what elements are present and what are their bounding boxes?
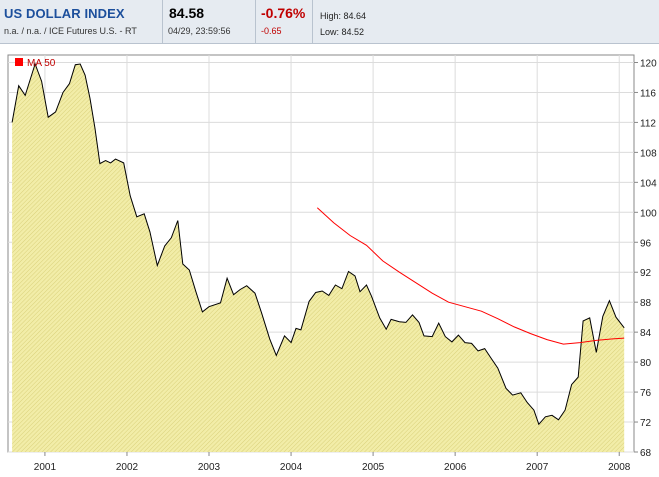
- price-timestamp: 04/29, 23:59:56: [168, 26, 231, 36]
- y-tick-label: 96: [640, 238, 652, 249]
- x-tick-label: 2001: [34, 462, 57, 473]
- instrument-exchange: n.a. / n.a. / ICE Futures U.S. - RT: [4, 26, 137, 36]
- day-high: High: 84.64: [320, 11, 367, 21]
- y-tick-label: 112: [640, 118, 656, 129]
- area-fill: [12, 64, 625, 452]
- absolute-change: -0.65: [261, 26, 282, 36]
- x-tick-label: 2003: [198, 462, 221, 473]
- price-line: [11, 62, 625, 426]
- legend-label: MA 50: [27, 58, 56, 69]
- axes: 120 116 112 108 104 100 96 92 88 84 80 76 72 68 2001 20…: [34, 58, 657, 473]
- legend-swatch: [15, 58, 23, 66]
- y-tick-label: 108: [640, 148, 657, 159]
- instrument-title[interactable]: US DOLLAR INDEX: [4, 6, 125, 21]
- x-tick-label: 2002: [116, 462, 139, 473]
- ma-50-line: [316, 207, 625, 345]
- y-tick-label: 88: [640, 298, 652, 309]
- legend: MA 50: [15, 58, 56, 69]
- x-tick-label: 2005: [362, 462, 385, 473]
- y-tick-label: 100: [640, 208, 657, 219]
- y-tick-label: 68: [640, 448, 652, 459]
- ma-series: [316, 207, 625, 345]
- y-tick-label: 104: [640, 178, 657, 189]
- y-tick-label: 84: [640, 328, 652, 339]
- price-cell: 84.58 04/29, 23:59:56: [163, 0, 256, 44]
- x-tick-label: 2004: [280, 462, 303, 473]
- x-tick-label: 2006: [444, 462, 467, 473]
- y-tick-label: 120: [640, 58, 657, 69]
- quote-header: US DOLLAR INDEX n.a. / n.a. / ICE Future…: [0, 0, 659, 44]
- area-series: [11, 62, 625, 452]
- y-tick-label: 76: [640, 388, 652, 399]
- day-low: Low: 84.52: [320, 27, 365, 37]
- y-tick-label: 80: [640, 358, 652, 369]
- x-tick-label: 2007: [526, 462, 549, 473]
- last-price: 84.58: [169, 5, 205, 21]
- y-tick-label: 92: [640, 268, 652, 279]
- chart-canvas: 120 116 112 108 104 100 96 92 88 84 80 76 72 68 2001 20…: [7, 54, 657, 473]
- y-tick-label: 72: [640, 418, 652, 429]
- y-tick-label: 116: [640, 88, 656, 99]
- high-low-cell: High: 84.64 Low: 84.52: [313, 0, 659, 44]
- instrument-cell: US DOLLAR INDEX n.a. / n.a. / ICE Future…: [0, 0, 163, 44]
- price-chart[interactable]: 120 116 112 108 104 100 96 92 88 84 80 76 72 68 2001 20…: [0, 44, 659, 477]
- percent-change: -0.76%: [261, 5, 306, 21]
- x-tick-label: 2008: [608, 462, 631, 473]
- change-cell: -0.76% -0.65: [256, 0, 313, 44]
